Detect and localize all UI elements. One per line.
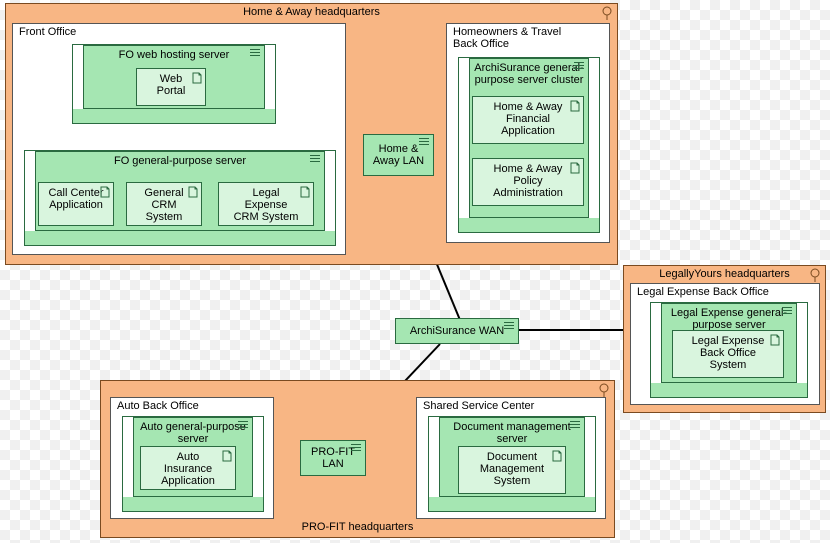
group-title: Homeowners & TravelBack Office bbox=[447, 24, 609, 52]
network-icon bbox=[351, 444, 361, 452]
group-title: Front Office bbox=[13, 24, 345, 40]
artifact-label: GeneralCRMSystem bbox=[144, 187, 183, 223]
device-label: Document management server bbox=[453, 421, 570, 445]
device-icon bbox=[250, 49, 260, 57]
device-icon bbox=[782, 307, 792, 315]
device-label: Auto general-purpose server bbox=[140, 421, 246, 445]
artifact-general-crm: GeneralCRMSystem bbox=[126, 182, 202, 226]
artifact-dogear-icon bbox=[222, 450, 232, 462]
network-profit-lan: PRO-FITLAN bbox=[300, 440, 366, 476]
artifact-label: Call CenterApplication bbox=[48, 187, 103, 211]
artifact-legal-crm: LegalExpenseCRM System bbox=[218, 182, 314, 226]
location-title: LegallyYours headquarters bbox=[624, 266, 825, 282]
artifact-dogear-icon bbox=[552, 450, 562, 462]
network-icon bbox=[504, 322, 514, 330]
device-label: FO web hosting server bbox=[119, 49, 230, 61]
artifact-dogear-icon bbox=[570, 100, 580, 112]
artifact-dogear-icon bbox=[300, 186, 310, 198]
artifact-dogear-icon bbox=[770, 334, 780, 346]
artifact-doc-mgmt: DocumentManagementSystem bbox=[458, 446, 566, 494]
network-ha-lan: Home &Away LAN bbox=[363, 134, 434, 176]
artifact-dogear-icon bbox=[188, 186, 198, 198]
artifact-label: Home & AwayFinancialApplication bbox=[494, 101, 563, 137]
network-label: PRO-FITLAN bbox=[311, 446, 355, 470]
location-pin-icon bbox=[598, 383, 610, 397]
artifact-call-center: Call CenterApplication bbox=[38, 182, 114, 226]
artifact-ha-fin: Home & AwayFinancialApplication bbox=[472, 96, 584, 144]
group-title: Legal Expense Back Office bbox=[631, 284, 819, 300]
artifact-ha-pol: Home & AwayPolicyAdministration bbox=[472, 158, 584, 206]
artifact-label: WebPortal bbox=[157, 73, 186, 97]
location-title: PRO-FIT headquarters bbox=[101, 519, 614, 535]
device-label: FO general-purpose server bbox=[114, 155, 246, 167]
device-icon bbox=[570, 421, 580, 429]
network-icon bbox=[419, 138, 429, 146]
device-label: ArchiSurance general-purpose server clus… bbox=[474, 62, 583, 86]
artifact-label: Home & AwayPolicyAdministration bbox=[493, 163, 563, 199]
device-archi-gp: ArchiSurance general-purpose server clus… bbox=[458, 57, 600, 233]
artifact-web-portal: WebPortal bbox=[136, 68, 206, 106]
network-label: Home &Away LAN bbox=[373, 143, 424, 167]
diagram-stage: Home & Away headquarters Front Office FO… bbox=[0, 0, 830, 543]
network-wan: ArchiSurance WAN bbox=[395, 318, 519, 344]
artifact-dogear-icon bbox=[100, 186, 110, 198]
device-icon bbox=[238, 421, 248, 429]
artifact-legal-bo: Legal ExpenseBack OfficeSystem bbox=[672, 330, 784, 378]
artifact-label: Legal ExpenseBack OfficeSystem bbox=[692, 335, 765, 371]
device-icon bbox=[310, 155, 320, 163]
group-title: Shared Service Center bbox=[417, 398, 605, 414]
artifact-dogear-icon bbox=[192, 72, 202, 84]
artifact-label: LegalExpenseCRM System bbox=[234, 187, 299, 223]
artifact-dogear-icon bbox=[570, 162, 580, 174]
artifact-label: DocumentManagementSystem bbox=[480, 451, 544, 487]
artifact-auto-ins: AutoInsuranceApplication bbox=[140, 446, 236, 490]
device-icon bbox=[574, 62, 584, 70]
artifact-label: AutoInsuranceApplication bbox=[161, 451, 215, 487]
group-title: Auto Back Office bbox=[111, 398, 273, 414]
network-label: ArchiSurance WAN bbox=[410, 325, 504, 337]
location-title: Home & Away headquarters bbox=[6, 4, 617, 20]
device-label: Legal Expense general-purpose server bbox=[671, 307, 787, 331]
